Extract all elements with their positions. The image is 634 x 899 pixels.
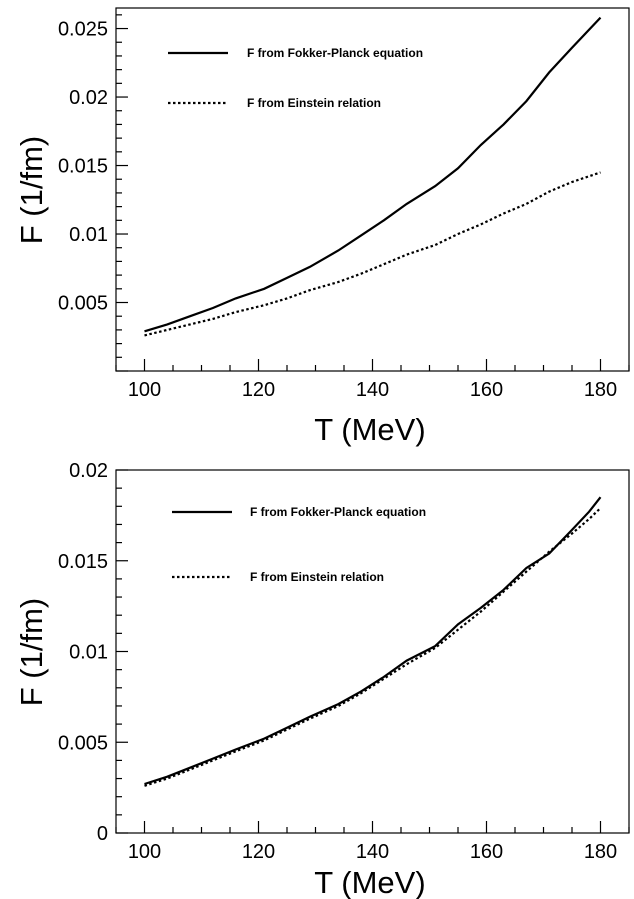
top-chart: 100 120 140 160 180 0.0050.010.0150.020.025 …: [14, 7, 630, 447]
x-tick-label: 140: [356, 841, 389, 863]
y-ticks: [116, 469, 128, 834]
series-line-fokker-planck: [144, 16, 602, 333]
y-tick-label: 0.015: [58, 156, 108, 178]
legend-label-einstein: F from Einstein relation: [250, 570, 384, 584]
plot-frame: [115, 7, 630, 372]
y-tick-label: 0.005: [58, 732, 108, 754]
x-tick-labels: 100 120 140 160 180: [128, 841, 617, 863]
legend: F from Fokker-Planck equation F from Ein…: [172, 505, 426, 584]
legend-label-fokker-planck: F from Fokker-Planck equation: [250, 505, 426, 519]
y-axis-label: F (1/fm): [14, 136, 49, 245]
y-axis-label: F (1/fm): [14, 598, 49, 707]
x-tick-label: 160: [470, 841, 503, 863]
series-layer: [144, 16, 602, 337]
legend-label-einstein: F from Einstein relation: [247, 96, 381, 110]
x-axis-label: T (MeV): [314, 412, 425, 447]
x-tick-label: 160: [470, 379, 503, 401]
series-line-fokker-planck: [144, 496, 602, 786]
x-tick-label: 100: [128, 379, 161, 401]
series-layer: [144, 496, 602, 787]
y-tick-label: 0.015: [58, 551, 108, 573]
x-axis-label: T (MeV): [314, 865, 425, 899]
plot-frame: [115, 469, 630, 834]
y-tick-label: 0.025: [58, 19, 108, 41]
y-tick-labels: 0.005 0.01 0.015 0.02 0.025: [58, 19, 108, 315]
legend: F from Fokker-Planck equation F from Ein…: [168, 46, 423, 110]
y-tick-label: 0.02: [69, 87, 108, 109]
bottom-chart: 100 120 140 160 180 0 0.005 0.01 0.015 0.02 T (M…: [14, 460, 630, 899]
x-tick-label: 120: [242, 379, 275, 401]
x-tick-label: 120: [242, 841, 275, 863]
x-tick-label: 180: [584, 841, 617, 863]
y-ticks: [116, 14, 128, 372]
y-tick-label: 0.005: [58, 293, 108, 315]
x-tick-label: 180: [584, 379, 617, 401]
x-ticks: [115, 821, 630, 833]
series-line-einstein: [144, 171, 601, 337]
y-tick-label: 0.01: [69, 642, 108, 664]
series-line-einstein: [144, 507, 602, 787]
legend-label-fokker-planck: F from Fokker-Planck equation: [247, 46, 423, 60]
y-tick-label: 0.01: [69, 224, 108, 246]
y-tick-label: 0.02: [69, 460, 108, 482]
x-tick-label: 100: [128, 841, 161, 863]
x-tick-labels: 100 120 140 160 180: [128, 379, 617, 401]
y-tick-label: 0: [97, 823, 108, 845]
x-ticks: [115, 359, 630, 371]
x-tick-label: 140: [356, 379, 389, 401]
y-tick-labels: 0 0.005 0.01 0.015 0.02: [58, 460, 108, 845]
